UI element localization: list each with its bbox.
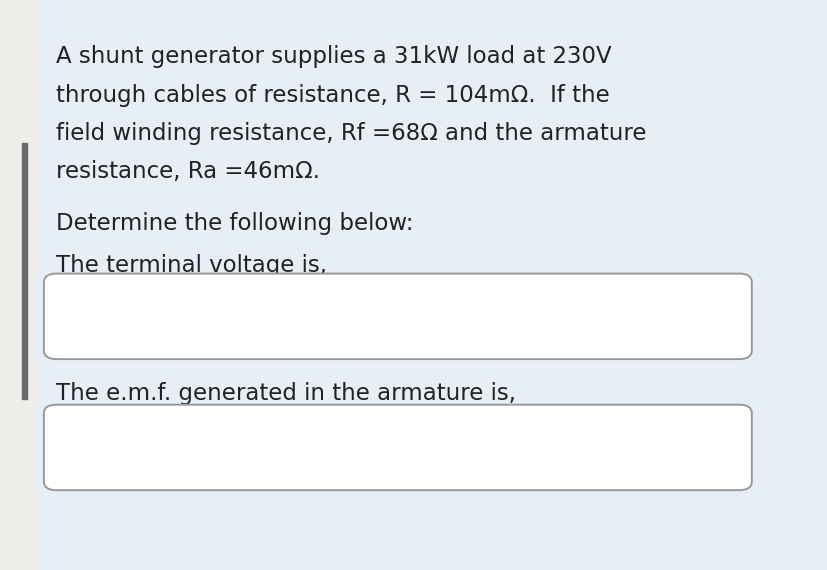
Bar xyxy=(22,142,27,399)
Text: A shunt generator supplies a 31kW load at 230V: A shunt generator supplies a 31kW load a… xyxy=(56,46,611,68)
Bar xyxy=(0,0,35,570)
Text: resistance, Ra =46mΩ.: resistance, Ra =46mΩ. xyxy=(56,160,320,183)
Text: field winding resistance, Rf =68Ω and the armature: field winding resistance, Rf =68Ω and th… xyxy=(56,122,646,145)
Text: The e.m.f. generated in the armature is,: The e.m.f. generated in the armature is, xyxy=(56,382,516,405)
FancyBboxPatch shape xyxy=(44,274,751,359)
FancyBboxPatch shape xyxy=(44,405,751,490)
Text: The terminal voltage is,: The terminal voltage is, xyxy=(56,254,327,276)
Text: through cables of resistance, R = 104mΩ.  If the: through cables of resistance, R = 104mΩ.… xyxy=(56,84,609,107)
Text: Determine the following below:: Determine the following below: xyxy=(56,212,414,235)
